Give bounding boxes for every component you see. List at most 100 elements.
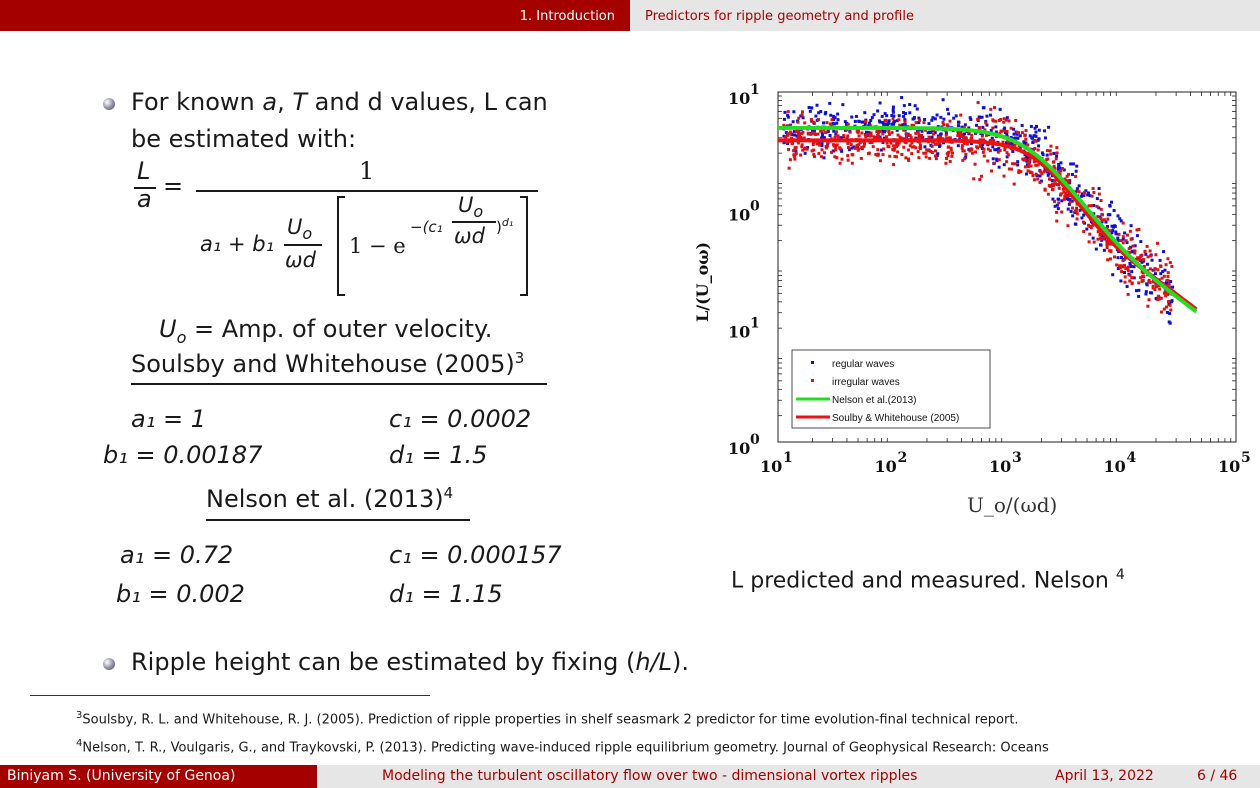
regular-wave-point xyxy=(1123,231,1127,235)
irregular-wave-point xyxy=(818,143,822,147)
regular-wave-point xyxy=(1020,123,1024,127)
y-tick-exponent: 1 xyxy=(750,315,760,331)
irregular-wave-point xyxy=(820,148,824,152)
regular-wave-point xyxy=(982,106,986,110)
header-subsection[interactable]: Predictors for ripple geometry and profi… xyxy=(645,9,914,24)
irregular-wave-point xyxy=(1147,278,1151,282)
soulsby-rule xyxy=(131,383,547,385)
irregular-wave-point xyxy=(891,148,895,152)
irregular-wave-point xyxy=(976,101,980,105)
irregular-wave-point xyxy=(1046,157,1050,161)
regular-wave-point xyxy=(890,122,894,126)
irregular-wave-point xyxy=(928,156,932,160)
regular-wave-point xyxy=(1069,162,1073,166)
irregular-wave-point xyxy=(1004,118,1008,122)
nelson-curve xyxy=(778,125,1198,314)
header-section-block xyxy=(0,0,630,31)
regular-wave-point xyxy=(854,114,858,118)
irregular-wave-point xyxy=(1027,158,1031,162)
legend-marker xyxy=(811,361,814,364)
irregular-wave-point xyxy=(949,146,953,150)
regular-wave-point xyxy=(897,114,901,118)
regular-wave-point xyxy=(1144,290,1148,294)
regular-wave-point xyxy=(881,141,885,145)
irregular-wave-point xyxy=(924,155,928,159)
legend-marker xyxy=(811,379,814,382)
regular-wave-point xyxy=(1018,134,1022,138)
irregular-wave-point xyxy=(1087,223,1091,227)
irregular-wave-point xyxy=(934,157,938,161)
irregular-wave-point xyxy=(1074,174,1078,178)
irregular-wave-point xyxy=(846,154,850,158)
irregular-wave-point xyxy=(1149,254,1153,258)
regular-wave-point xyxy=(1052,151,1056,155)
irregular-wave-point xyxy=(1064,191,1068,195)
eq-exp-wd: ωd xyxy=(454,224,485,248)
irregular-wave-point xyxy=(1049,152,1053,156)
soulsby-ref[interactable]: 3 xyxy=(514,349,525,367)
regular-wave-point xyxy=(942,117,946,121)
irregular-wave-point xyxy=(787,124,791,128)
irregular-wave-point xyxy=(993,106,997,110)
regular-wave-point xyxy=(1037,137,1041,141)
irregular-wave-point xyxy=(787,166,791,170)
irregular-wave-point xyxy=(1101,237,1105,241)
irregular-wave-point xyxy=(786,132,790,136)
irregular-wave-point xyxy=(1047,177,1051,181)
regular-wave-point xyxy=(927,130,931,134)
irregular-wave-point xyxy=(906,148,910,152)
irregular-wave-point xyxy=(1005,151,1009,155)
regular-wave-point xyxy=(835,121,839,125)
irregular-wave-point xyxy=(864,135,868,139)
regular-wave-point xyxy=(876,109,880,113)
irregular-wave-point xyxy=(1052,164,1056,168)
regular-wave-point xyxy=(975,123,979,127)
irregular-wave-point xyxy=(1055,182,1059,186)
regular-wave-point xyxy=(1074,169,1078,173)
regular-wave-point xyxy=(812,129,816,133)
irregular-wave-point xyxy=(899,136,903,140)
footer-page[interactable]: 6 / 46 xyxy=(1197,768,1238,784)
caption-ref[interactable]: 4 xyxy=(1115,567,1125,583)
y-tick-label: 10 xyxy=(728,89,750,108)
irregular-wave-point xyxy=(1083,190,1087,194)
irregular-wave-point xyxy=(981,150,985,154)
irregular-wave-point xyxy=(860,146,864,150)
regular-wave-point xyxy=(1150,258,1154,262)
bullet2-text: Ripple height can be estimated by fixing… xyxy=(131,648,636,676)
chart-caption: L predicted and measured. Nelson 4 xyxy=(731,567,1125,593)
nelson-ref[interactable]: 4 xyxy=(443,484,454,502)
regular-wave-point xyxy=(1168,312,1172,316)
irregular-wave-point xyxy=(944,161,948,165)
regular-wave-point xyxy=(1098,215,1102,219)
irregular-wave-point xyxy=(1061,167,1065,171)
irregular-wave-point xyxy=(792,149,796,153)
regular-wave-point xyxy=(986,143,990,147)
irregular-wave-point xyxy=(1137,281,1141,285)
regular-wave-point xyxy=(1094,247,1098,251)
irregular-wave-point xyxy=(996,150,1000,154)
regular-wave-point xyxy=(969,117,973,121)
irregular-wave-point xyxy=(1021,157,1025,161)
regular-wave-point xyxy=(1070,172,1074,176)
irregular-wave-point xyxy=(948,119,952,123)
regular-wave-point xyxy=(1084,189,1088,193)
regular-wave-point xyxy=(1169,279,1173,283)
nelson-a1: a₁ = 0.72 xyxy=(120,541,234,569)
irregular-wave-point xyxy=(891,117,895,121)
irregular-wave-point xyxy=(812,120,816,124)
header-section[interactable]: 1. Introduction xyxy=(519,9,615,24)
irregular-wave-point xyxy=(1048,149,1052,153)
irregular-wave-point xyxy=(888,154,892,158)
irregular-wave-point xyxy=(959,132,963,136)
x-tick-label: 10 xyxy=(1104,457,1126,476)
footer-author: Biniyam S. (University of Genoa) xyxy=(7,768,236,784)
irregular-wave-point xyxy=(810,149,814,153)
irregular-wave-point xyxy=(1055,210,1059,214)
regular-wave-point xyxy=(989,113,993,117)
regular-wave-point xyxy=(867,131,871,135)
irregular-wave-point xyxy=(1140,270,1144,274)
irregular-wave-point xyxy=(1054,182,1058,186)
regular-wave-point xyxy=(850,115,854,119)
regular-wave-point xyxy=(863,111,867,115)
